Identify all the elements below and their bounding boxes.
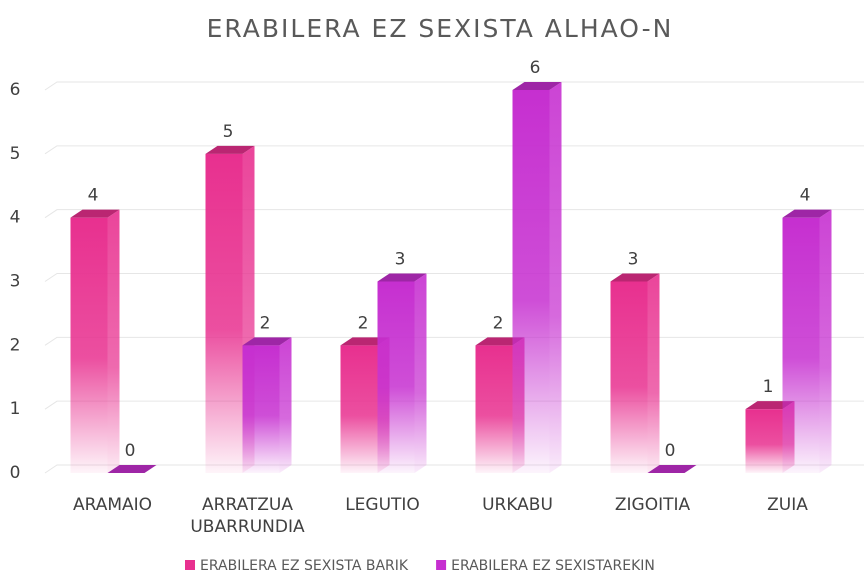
bar-side bbox=[107, 209, 120, 473]
x-tick-label: LEGUTIO bbox=[345, 495, 420, 515]
bar bbox=[377, 281, 415, 473]
bar bbox=[340, 345, 378, 473]
x-tick-label: ZIGOITIA bbox=[614, 495, 691, 515]
legend-label: ERABILERA EZ SEXISTAREKIN bbox=[451, 558, 655, 574]
value-label: 3 bbox=[628, 250, 639, 270]
value-label: 0 bbox=[665, 441, 676, 461]
legend-swatch bbox=[436, 560, 447, 570]
bar-top bbox=[647, 465, 697, 473]
bar-top bbox=[610, 273, 660, 282]
x-tick-label: URKABU bbox=[482, 495, 553, 515]
bar bbox=[512, 90, 550, 473]
bar bbox=[782, 217, 820, 473]
grid-line bbox=[44, 273, 864, 282]
value-label: 4 bbox=[88, 186, 99, 206]
grid-line bbox=[44, 81, 864, 91]
bar-top bbox=[242, 337, 292, 346]
bar bbox=[70, 217, 108, 473]
bar bbox=[205, 153, 243, 474]
bar bbox=[745, 409, 783, 473]
y-tick-label: 6 bbox=[10, 80, 21, 100]
bar-top bbox=[205, 145, 255, 154]
y-tick-label: 1 bbox=[10, 399, 21, 419]
grid-line bbox=[44, 400, 864, 410]
value-label: 3 bbox=[395, 250, 406, 270]
bar bbox=[610, 281, 648, 473]
x-tick-label: ZUIA bbox=[767, 495, 808, 515]
grid-line bbox=[44, 464, 864, 474]
legend-swatch bbox=[185, 560, 195, 570]
bar-top bbox=[70, 209, 120, 218]
y-tick-label: 5 bbox=[10, 144, 21, 164]
bar-side bbox=[279, 337, 292, 473]
x-tick-label: ARAMAIO bbox=[72, 495, 153, 515]
x-tick-label: ARRATZUA UBARRUNDIA bbox=[190, 495, 305, 537]
y-tick-label: 2 bbox=[10, 335, 21, 355]
value-label: 6 bbox=[530, 58, 541, 78]
bar-side bbox=[549, 82, 562, 473]
value-label: 1 bbox=[763, 377, 774, 397]
value-label: 2 bbox=[358, 313, 369, 333]
bar-top bbox=[745, 401, 795, 410]
bar-top bbox=[782, 209, 832, 218]
y-tick-label: 4 bbox=[10, 208, 21, 228]
bar-top bbox=[340, 337, 390, 346]
value-label: 2 bbox=[493, 313, 504, 333]
bar-side bbox=[647, 273, 660, 473]
chart-title: ERABILERA EZ SEXISTA ALHAO-N bbox=[207, 14, 674, 43]
bar-side bbox=[414, 273, 427, 473]
bar-top bbox=[475, 337, 525, 346]
y-tick-label: 0 bbox=[10, 463, 21, 483]
value-label: 0 bbox=[125, 441, 136, 461]
bar-top bbox=[107, 465, 157, 473]
bar-side bbox=[819, 209, 832, 473]
value-label: 2 bbox=[260, 313, 271, 333]
y-tick-label: 3 bbox=[10, 272, 21, 292]
value-label: 5 bbox=[223, 122, 234, 142]
value-label: 4 bbox=[800, 186, 811, 206]
legend-label: ERABILERA EZ SEXISTA BARIK bbox=[200, 558, 409, 574]
bar bbox=[475, 345, 513, 473]
grid-line bbox=[44, 336, 864, 346]
bar bbox=[242, 345, 280, 473]
grid-line bbox=[44, 145, 864, 155]
bar-top bbox=[377, 273, 427, 282]
grid-line bbox=[44, 209, 864, 219]
bar-top bbox=[512, 82, 562, 90]
